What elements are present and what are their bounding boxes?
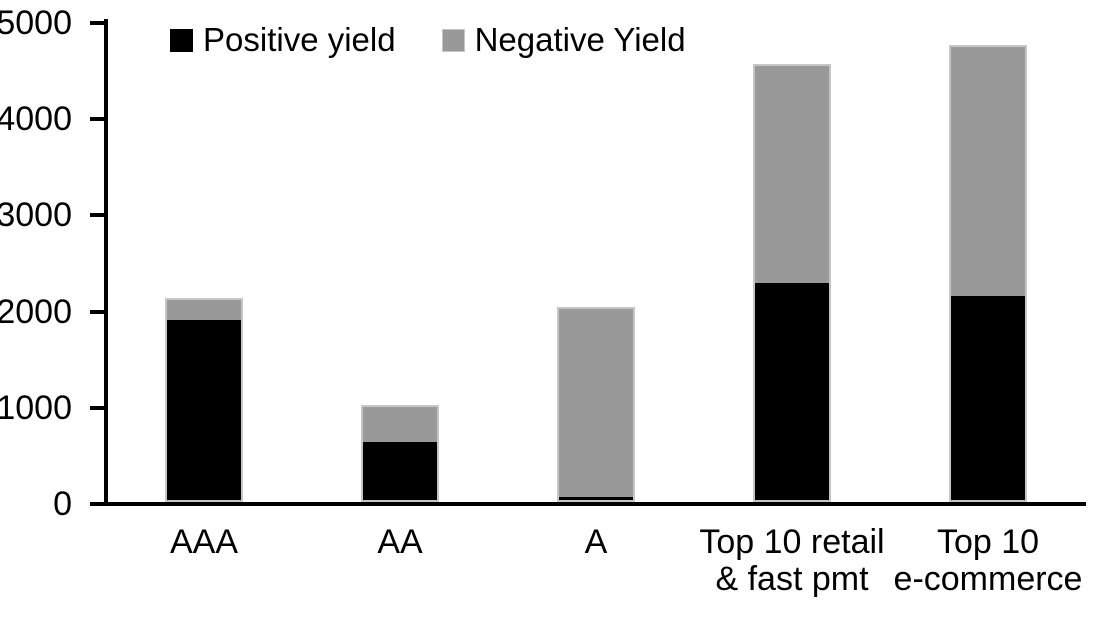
bar-segment-negative-yield [951, 47, 1025, 296]
x-axis [104, 502, 1086, 506]
bar-segment-positive-yield [167, 320, 241, 500]
y-tick-label-5000: 5000 [0, 4, 72, 42]
x-axis-label-aa: AA [377, 523, 423, 561]
y-tick-label-2000: 2000 [0, 292, 72, 331]
bar-top-10-retail [753, 64, 831, 502]
y-tick-mark-4000 [90, 117, 105, 122]
bar-segment-negative-yield [363, 407, 437, 442]
bar-segment-negative-yield [755, 66, 829, 283]
bar-segment-positive-yield [951, 296, 1025, 500]
bar-segment-negative-yield [167, 300, 241, 320]
legend-label-positive: Positive yield [203, 21, 396, 58]
chart-legend: Positive yield Negative Yield [170, 22, 686, 58]
bar-segment-positive-yield [755, 283, 829, 500]
legend-item-positive-yield: Positive yield [170, 22, 396, 58]
y-tick-label-4000: 4000 [0, 100, 72, 139]
y-tick-label-1000: 1000 [0, 388, 72, 427]
x-axis-label-a: A [584, 523, 608, 561]
bar-segment-positive-yield [363, 442, 437, 500]
y-tick-mark-1000 [90, 405, 105, 410]
y-tick-mark-3000 [90, 213, 105, 218]
x-axis-label-aaa: AAA [169, 523, 239, 561]
x-axis-label-top-10-retail: Top 10 retail & fast pmt [699, 523, 885, 598]
x-axis-label-top-10: Top 10 e-commerce [893, 523, 1083, 598]
legend-swatch-positive-icon [170, 28, 193, 52]
legend-swatch-negative-icon [441, 28, 465, 52]
y-axis [104, 19, 108, 506]
y-tick-mark-0 [90, 502, 105, 506]
legend-label-negative: Negative Yield [474, 21, 686, 58]
y-tick-label-0: 0 [53, 485, 72, 523]
bar-top-10 [949, 45, 1027, 502]
bar-segment-positive-yield [559, 497, 633, 500]
bar-aaa [165, 298, 243, 502]
legend-item-negative-yield: Negative Yield [441, 21, 686, 58]
bar-a [557, 307, 635, 502]
bar-segment-negative-yield [559, 309, 633, 497]
y-tick-mark-5000 [90, 21, 105, 25]
y-tick-label-3000: 3000 [0, 196, 72, 235]
bar-aa [361, 405, 439, 502]
y-tick-mark-2000 [90, 309, 105, 314]
